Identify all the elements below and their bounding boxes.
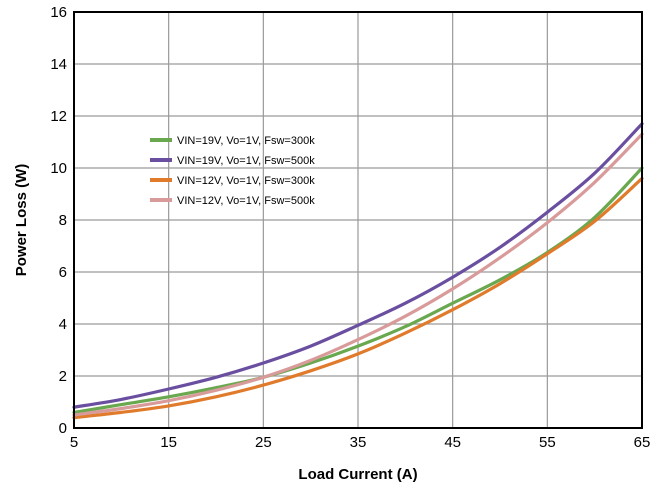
legend: VIN=19V, Vo=1V, Fsw=300k VIN=19V, Vo=1V, … — [150, 135, 315, 207]
y-axis-title: Power Loss (W) — [13, 164, 30, 277]
y-tick-label: 10 — [50, 160, 67, 177]
x-axis-title: Load Current (A) — [298, 466, 417, 483]
series-lines — [72, 122, 644, 420]
plot-frame — [73, 11, 643, 429]
y-tick-label: 16 — [50, 4, 67, 21]
y-tick-label: 14 — [50, 56, 67, 73]
y-tick-label: 6 — [59, 264, 67, 281]
y-tick-label: 2 — [59, 368, 67, 385]
series-line-3 — [72, 176, 644, 420]
x-tick-labels: 5 15 25 35 45 55 65 — [70, 434, 651, 451]
legend-label: VIN=19V, Vo=1V, Fsw=500k — [177, 155, 315, 167]
x-tick-label: 5 — [70, 434, 78, 451]
series-line-2 — [72, 122, 644, 409]
y-tick-label: 8 — [59, 212, 67, 229]
x-tick-label: 15 — [160, 434, 177, 451]
x-tick-label: 55 — [539, 434, 556, 451]
y-tick-label: 4 — [59, 316, 67, 333]
x-tick-label: 65 — [634, 434, 651, 451]
x-tick-label: 45 — [444, 434, 461, 451]
y-tick-labels: 0 2 4 6 8 10 12 14 16 — [50, 4, 67, 437]
grid-lines — [73, 11, 643, 429]
legend-label: VIN=12V, Vo=1V, Fsw=300k — [177, 175, 315, 187]
x-tick-label: 35 — [350, 434, 367, 451]
y-tick-label: 0 — [59, 420, 67, 437]
y-tick-label: 12 — [50, 108, 67, 125]
series-line-4 — [72, 132, 644, 417]
legend-label: VIN=19V, Vo=1V, Fsw=300k — [177, 135, 315, 147]
x-tick-label: 25 — [255, 434, 272, 451]
legend-label: VIN=12V, Vo=1V, Fsw=500k — [177, 195, 315, 207]
